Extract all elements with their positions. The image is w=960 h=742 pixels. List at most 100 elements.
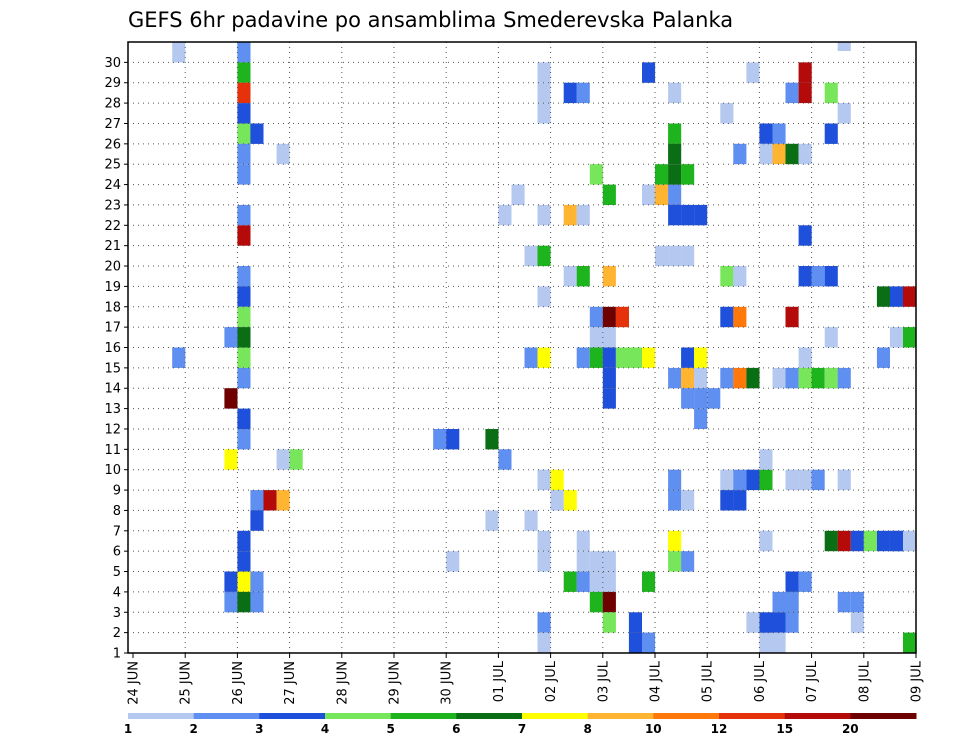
heatmap-cell bbox=[811, 367, 825, 389]
colorbar-label: 3 bbox=[255, 722, 263, 736]
heatmap-cell bbox=[628, 612, 642, 633]
heatmap-cell bbox=[785, 571, 799, 592]
heatmap-cell bbox=[785, 367, 799, 389]
heatmap-cell bbox=[824, 266, 838, 287]
heatmap-cell bbox=[772, 123, 786, 144]
heatmap-cell bbox=[602, 367, 616, 389]
heatmap-cell bbox=[681, 388, 695, 409]
y-tick-label: 26 bbox=[104, 137, 121, 152]
heatmap-cell bbox=[537, 245, 551, 267]
heatmap-cell bbox=[563, 82, 577, 104]
heatmap-cell bbox=[602, 347, 616, 368]
heatmap-cell bbox=[720, 266, 734, 287]
colorbar-label: 20 bbox=[842, 722, 859, 736]
heatmap-cell bbox=[655, 245, 669, 267]
y-tick-label: 20 bbox=[104, 260, 121, 275]
heatmap-cell bbox=[237, 429, 251, 450]
x-axis-ticks: 24 JUN 25 JUN 26 JUN 27 JUN 28 JUN 29 JUN 30 J… bbox=[127, 653, 925, 705]
heatmap-cell bbox=[668, 184, 682, 205]
y-tick-label: 30 bbox=[104, 56, 121, 71]
y-tick-label: 24 bbox=[104, 178, 121, 193]
x-tick-label: 29 JUN bbox=[388, 661, 403, 705]
heatmap-cell bbox=[837, 469, 851, 491]
heatmap-cell bbox=[642, 62, 656, 83]
heatmap-cell bbox=[824, 123, 838, 144]
heatmap-cell bbox=[276, 490, 290, 511]
colorbar-swatch bbox=[325, 713, 392, 719]
heatmap-cell bbox=[537, 204, 551, 226]
y-tick-label: 15 bbox=[104, 361, 121, 376]
x-tick-label: 05 JUL bbox=[701, 660, 716, 702]
heatmap-cell bbox=[237, 164, 251, 185]
heatmap-cell bbox=[589, 591, 603, 613]
colorbar-label: 8 bbox=[584, 722, 592, 736]
y-tick-label: 9 bbox=[113, 484, 121, 499]
heatmap-cell bbox=[602, 184, 616, 205]
heatmap-cell bbox=[172, 347, 186, 368]
heatmap-cell bbox=[681, 551, 695, 572]
colorbar-swatch bbox=[587, 713, 654, 719]
x-tick-label: 25 JUN bbox=[179, 661, 194, 705]
colorbar-label: 7 bbox=[518, 722, 526, 736]
heatmap-cell bbox=[237, 327, 251, 348]
heatmap-cell bbox=[276, 143, 290, 165]
y-tick-label: 17 bbox=[104, 321, 121, 336]
chart-title: GEFS 6hr padavine po ansamblima Smederev… bbox=[128, 8, 733, 32]
heatmap-cell bbox=[824, 82, 838, 104]
heatmap-cell bbox=[798, 266, 812, 287]
heatmap-cell bbox=[655, 164, 669, 185]
heatmap-cell bbox=[237, 408, 251, 429]
heatmap-cell bbox=[237, 123, 251, 144]
colorbar-swatch bbox=[456, 713, 523, 719]
y-tick-label: 16 bbox=[104, 341, 121, 356]
colorbar-label: 5 bbox=[387, 722, 395, 736]
heatmap-cell bbox=[237, 347, 251, 368]
heatmap-cell bbox=[746, 612, 760, 633]
heatmap-cell bbox=[250, 510, 264, 531]
heatmap-cell bbox=[237, 591, 251, 613]
colorbar-swatch bbox=[390, 713, 457, 719]
dotted-grid bbox=[133, 42, 916, 654]
heatmap-cell bbox=[668, 530, 682, 552]
x-tick-label: 24 JUN bbox=[127, 661, 142, 705]
heatmap-cell bbox=[550, 490, 564, 511]
heatmap-cell bbox=[524, 510, 538, 531]
heatmap-cells bbox=[172, 42, 917, 653]
heatmap-cell bbox=[511, 184, 525, 205]
heatmap-cell bbox=[642, 571, 656, 592]
y-tick-label: 21 bbox=[104, 239, 121, 254]
heatmap-cell bbox=[694, 204, 708, 226]
heatmap-cell bbox=[237, 225, 251, 246]
heatmap-cell bbox=[811, 469, 825, 491]
colorbar-swatch bbox=[259, 713, 326, 719]
heatmap-cell bbox=[237, 42, 251, 63]
heatmap-cell bbox=[798, 571, 812, 592]
heatmap-cell bbox=[681, 164, 695, 185]
heatmap-cell bbox=[602, 612, 616, 633]
heatmap-cell bbox=[759, 632, 773, 653]
heatmap-cell bbox=[237, 551, 251, 572]
x-tick-label: 08 JUL bbox=[857, 660, 872, 702]
heatmap-cell bbox=[537, 62, 551, 83]
heatmap-cell bbox=[446, 429, 460, 450]
heatmap-cell bbox=[172, 42, 186, 63]
heatmap-cell bbox=[720, 103, 734, 124]
y-tick-label: 1 bbox=[113, 647, 121, 662]
heatmap-cell bbox=[668, 82, 682, 104]
heatmap-cell bbox=[237, 266, 251, 287]
heatmap-cell bbox=[576, 551, 590, 572]
heatmap-cell bbox=[576, 347, 590, 368]
colorbar-label: 2 bbox=[190, 722, 198, 736]
heatmap-cell bbox=[563, 204, 577, 226]
colorbar-swatch bbox=[522, 713, 589, 719]
heatmap-cell bbox=[224, 591, 238, 613]
heatmap-cell bbox=[811, 266, 825, 287]
heatmap-cell bbox=[576, 266, 590, 287]
heatmap-cell bbox=[550, 469, 564, 491]
y-axis-ticks: 1234567891011121314151617181920212223242… bbox=[104, 56, 128, 662]
heatmap-cell bbox=[602, 388, 616, 409]
heatmap-cell bbox=[824, 367, 838, 389]
x-tick-label: 07 JUL bbox=[805, 660, 820, 702]
heatmap-cell bbox=[537, 286, 551, 307]
heatmap-cell bbox=[250, 123, 264, 144]
